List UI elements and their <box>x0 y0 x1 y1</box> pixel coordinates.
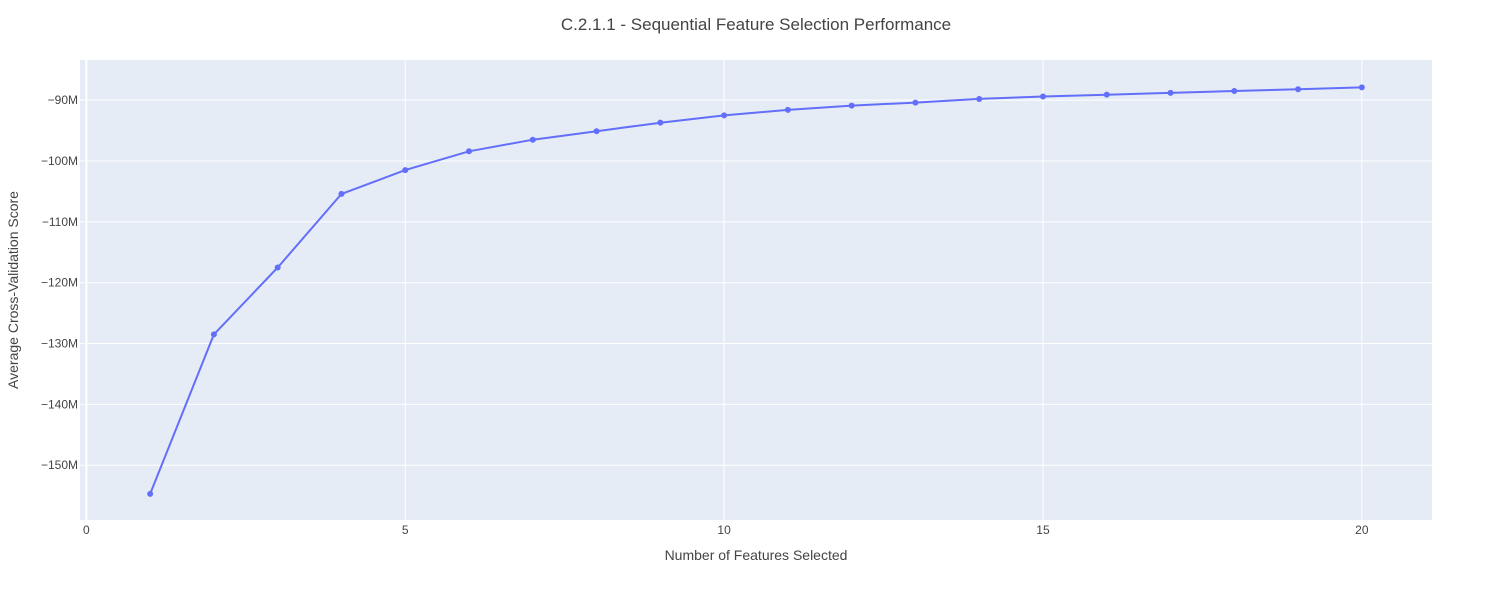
data-point[interactable] <box>402 167 409 174</box>
x-tick-label: 20 <box>1355 523 1369 537</box>
y-tick-label: −120M <box>41 276 78 290</box>
chart-title: C.2.1.1 - Sequential Feature Selection P… <box>561 15 951 34</box>
y-tick-label: −130M <box>41 337 78 351</box>
y-tick-label: −100M <box>41 154 78 168</box>
data-point[interactable] <box>274 264 281 271</box>
data-point[interactable] <box>848 102 855 109</box>
x-tick-label: 15 <box>1036 523 1050 537</box>
x-tick-label: 5 <box>402 523 409 537</box>
x-tick-label: 0 <box>83 523 90 537</box>
data-point[interactable] <box>721 112 728 119</box>
data-point[interactable] <box>976 95 983 102</box>
y-tick-label: −110M <box>42 215 78 229</box>
y-tick-label: −90M <box>48 93 78 107</box>
y-axis-title: Average Cross-Validation Score <box>5 191 21 389</box>
data-point[interactable] <box>210 331 217 338</box>
data-point[interactable] <box>912 99 919 106</box>
series-line <box>149 86 1362 495</box>
grid-lines <box>80 60 1432 520</box>
data-point[interactable] <box>147 490 154 497</box>
plot-background <box>80 60 1432 520</box>
y-tick-label: −150M <box>41 458 78 472</box>
x-tick-label: 10 <box>717 523 731 537</box>
series-group <box>147 84 1365 497</box>
data-point[interactable] <box>466 148 473 155</box>
data-point[interactable] <box>593 128 600 135</box>
data-point[interactable] <box>1295 86 1302 93</box>
data-point[interactable] <box>1039 93 1046 100</box>
data-point[interactable] <box>1167 89 1174 96</box>
y-tick-label: −140M <box>41 397 78 411</box>
data-point[interactable] <box>784 106 791 113</box>
tick-labels: 0 5 10 15 20 −150M −140M −130M −120M −110M −100M −9… <box>41 93 1369 537</box>
data-point[interactable] <box>1358 84 1365 91</box>
data-point[interactable] <box>657 119 664 126</box>
data-point[interactable] <box>1231 88 1238 95</box>
data-point[interactable] <box>529 136 536 143</box>
x-axis-title: Number of Features Selected <box>665 547 848 563</box>
data-point[interactable] <box>338 190 345 197</box>
data-point[interactable] <box>1103 91 1110 98</box>
